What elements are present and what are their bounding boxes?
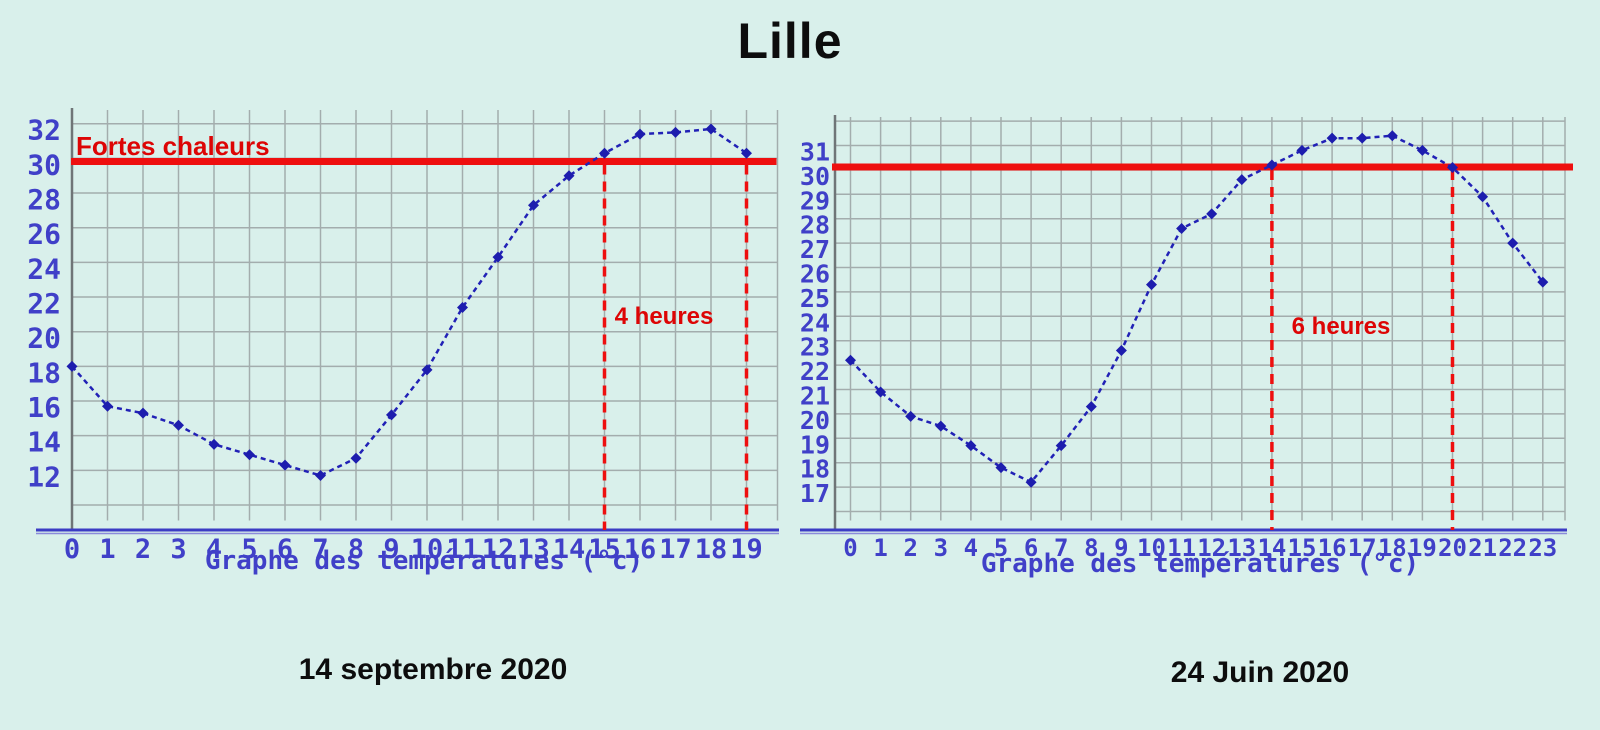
y-tick-label: 27 [800,235,830,264]
x-tick-label: 17 [659,534,692,565]
data-point [1447,161,1458,173]
y-tick-label: 18 [800,455,830,484]
data-point [563,170,575,182]
data-point [1206,208,1218,220]
data-point [208,438,220,450]
data-point [1236,174,1248,186]
data-point [875,386,887,398]
duration-label-left: 4 heures [614,303,714,330]
y-tick-label: 23 [800,333,830,362]
data-point [315,470,326,482]
axis-title-left: Graphe des températures (°c) [204,546,644,576]
y-tick-label: 22 [27,287,61,320]
data-point [1326,132,1338,144]
y-tick-label: 20 [800,406,830,435]
y-tick-label: 30 [800,162,830,191]
data-point [492,251,504,263]
data-point [1115,344,1127,356]
y-tick-label: 19 [800,430,830,459]
y-tick-label: 26 [800,260,830,289]
data-point [1507,237,1519,249]
x-tick-label: 3 [934,534,948,562]
x-tick-label: 3 [170,534,186,565]
x-tick-label: 2 [903,534,917,562]
data-point [1296,144,1308,156]
y-tick-label: 17 [800,479,830,508]
data-point [350,452,362,464]
data-point [935,420,947,432]
data-point [279,459,291,471]
data-point [905,410,917,422]
data-point [1356,132,1368,144]
data-point [137,407,149,419]
date-label-right: 24 Juin 2020 [1170,656,1350,689]
data-point [421,364,433,376]
x-tick-label: 20 [1438,534,1467,562]
data-point [995,462,1007,474]
data-point [670,126,681,138]
x-tick-label: 19 [730,534,763,565]
data-point [1266,159,1278,171]
data-point [66,360,78,372]
y-tick-label: 24 [800,308,830,337]
data-point [1477,191,1489,203]
data-point [102,400,113,412]
x-tick-label: 1 [873,534,887,562]
y-tick-label: 28 [27,183,61,216]
data-point [845,354,856,366]
data-point [1085,401,1097,413]
y-tick-label: 31 [800,138,830,167]
data-point [965,440,977,452]
date-label-left: 14 septembre 2020 [298,653,568,686]
duration-label-right: 6 heures [1291,313,1391,340]
x-tick-label: 21 [1468,534,1497,562]
y-tick-label: 24 [27,252,61,285]
data-point [1146,279,1157,291]
y-tick-label: 16 [27,391,61,424]
x-tick-label: 1 [99,534,115,565]
data-point [173,419,184,431]
data-point [705,123,717,135]
data-point [244,449,255,461]
y-tick-label: 30 [27,148,61,181]
y-tick-label: 26 [27,218,61,251]
threshold-label: Fortes chaleurs [76,131,270,161]
page-title: Lille [737,13,843,69]
y-tick-label: 21 [800,382,830,411]
data-point [1055,440,1067,452]
data-point [386,409,397,421]
axis-title-right: Graphe des températures (°c) [980,549,1420,579]
data-point [528,199,539,211]
x-tick-label: 4 [964,534,978,562]
temperature-curve [849,134,1544,484]
y-tick-label: 12 [27,460,61,493]
data-point [1416,144,1428,156]
data-point [634,128,646,140]
y-tick-label: 28 [800,211,830,240]
data-point [1537,276,1549,288]
y-tick-label: 25 [800,284,830,313]
x-tick-label: 22 [1498,534,1527,562]
data-point [457,301,468,313]
data-point [741,147,752,159]
y-tick-label: 20 [27,322,61,355]
x-tick-label: 2 [135,534,151,565]
x-tick-label: 0 [843,534,857,562]
data-point [1386,130,1398,142]
y-tick-label: 14 [27,426,61,459]
x-tick-label: 18 [695,534,728,565]
data-point [1176,222,1188,234]
y-tick-label: 29 [800,186,830,215]
y-tick-label: 22 [800,357,830,386]
y-tick-label: 32 [27,114,61,147]
y-tick-label: 18 [27,356,61,389]
x-tick-label: 23 [1528,534,1557,562]
x-tick-label: 0 [64,534,80,565]
data-point [599,147,610,159]
data-point [1025,476,1037,488]
